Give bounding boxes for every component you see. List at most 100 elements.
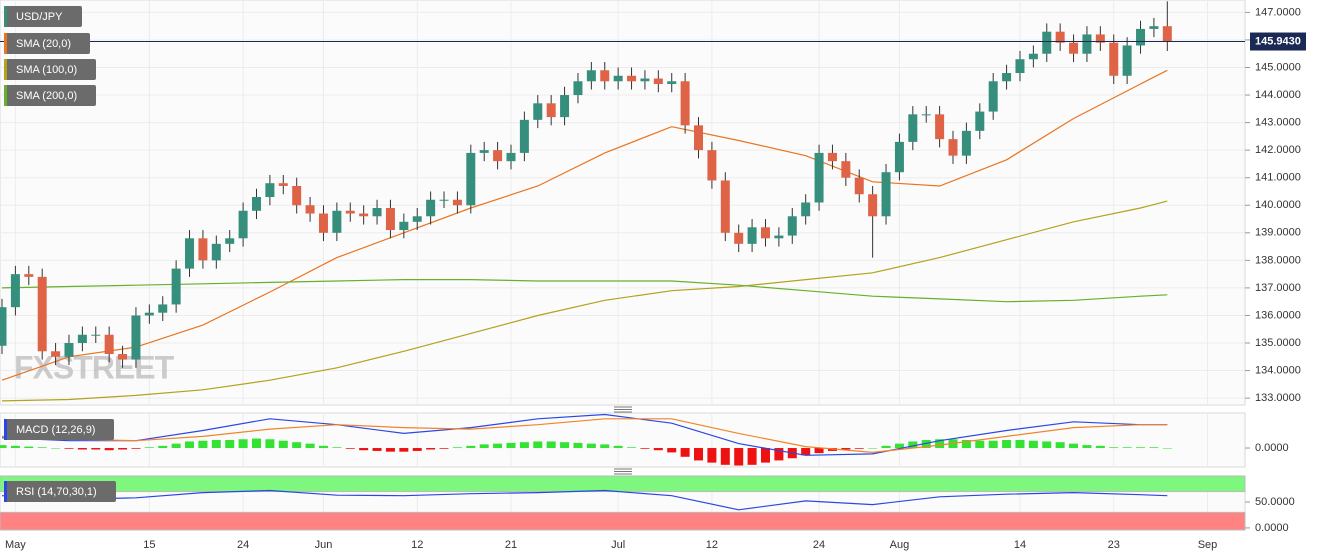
legend-box bbox=[4, 33, 90, 54]
candle-body bbox=[1149, 26, 1159, 29]
legend-item: SMA (20,0) bbox=[4, 33, 90, 54]
candle-body bbox=[546, 103, 556, 118]
candle-body bbox=[854, 177, 864, 195]
candle-body bbox=[1028, 53, 1038, 60]
y-tick-label: 144.0000 bbox=[1255, 89, 1301, 101]
candle-body bbox=[868, 194, 878, 217]
candle-body bbox=[37, 276, 47, 352]
histogram-bar bbox=[158, 445, 168, 449]
candle-body bbox=[77, 334, 87, 344]
legend-item: SMA (200,0) bbox=[4, 85, 96, 106]
histogram-bar bbox=[894, 443, 904, 449]
candle-body bbox=[372, 208, 382, 217]
histogram-bar bbox=[0, 445, 7, 449]
histogram-bar bbox=[653, 448, 663, 451]
legend-item: RSI (14,70,30,1) bbox=[4, 481, 116, 502]
histogram-bar bbox=[841, 448, 851, 450]
histogram-bar bbox=[734, 448, 744, 466]
histogram-bar bbox=[185, 441, 195, 449]
candle-body bbox=[841, 161, 851, 178]
panel-handle[interactable] bbox=[614, 468, 632, 475]
candle-body bbox=[827, 152, 837, 162]
rsi-line bbox=[1, 489, 1168, 511]
histogram-bar bbox=[24, 446, 34, 449]
y-tick-label: 0.0000 bbox=[1255, 522, 1289, 534]
candle-body bbox=[814, 152, 824, 203]
histogram-bar bbox=[211, 440, 221, 449]
candle-body bbox=[439, 199, 449, 201]
x-tick-label: 14 bbox=[1014, 539, 1026, 551]
candle-body bbox=[760, 227, 770, 239]
candle-body bbox=[921, 114, 931, 116]
legend-label: MACD (12,26,9) bbox=[16, 424, 95, 436]
candle-body bbox=[707, 150, 717, 181]
candle-body bbox=[118, 354, 128, 360]
candle-body bbox=[1082, 34, 1092, 54]
x-tick-label: 21 bbox=[505, 539, 517, 551]
histogram-bar bbox=[426, 448, 436, 450]
candle-body bbox=[613, 75, 623, 82]
y-tick-label: 137.0000 bbox=[1255, 282, 1301, 294]
candle-body bbox=[466, 152, 476, 206]
candle-body bbox=[560, 95, 570, 118]
candle-body bbox=[452, 199, 462, 206]
y-tick-label: 0.0000 bbox=[1255, 442, 1289, 454]
watermark: FXSTREET bbox=[14, 349, 175, 385]
histogram-bar bbox=[988, 440, 998, 449]
histogram-bar bbox=[412, 448, 422, 451]
candle-body bbox=[104, 334, 114, 355]
candle-body bbox=[238, 210, 248, 239]
x-tick-label: Aug bbox=[890, 539, 910, 551]
histogram-bar bbox=[131, 448, 141, 449]
legend-box bbox=[4, 481, 116, 502]
histogram-bar bbox=[975, 440, 985, 449]
legend-label: SMA (100,0) bbox=[16, 64, 77, 76]
histogram-bar bbox=[961, 440, 971, 449]
histogram-bar bbox=[77, 448, 87, 450]
candle-body bbox=[573, 81, 583, 96]
y-tick-label: 145.0000 bbox=[1255, 61, 1301, 73]
histogram-bar bbox=[37, 447, 47, 449]
x-tick-label: 23 bbox=[1108, 539, 1120, 551]
histogram-bar bbox=[345, 448, 355, 449]
legend-swatch bbox=[4, 33, 7, 54]
candle-body bbox=[144, 312, 154, 316]
candle-body bbox=[667, 81, 677, 85]
candle-body bbox=[1122, 45, 1132, 76]
histogram-bar bbox=[908, 441, 918, 449]
macd-panel bbox=[0, 412, 1246, 468]
histogram-bar bbox=[1149, 447, 1159, 449]
histogram-bar bbox=[640, 448, 650, 449]
histogram-bar bbox=[252, 438, 262, 449]
histogram-bar bbox=[332, 447, 342, 449]
sma-line bbox=[1, 279, 1168, 303]
histogram-bar bbox=[1002, 440, 1012, 449]
histogram-bar bbox=[801, 448, 811, 456]
histogram-bar bbox=[225, 440, 235, 449]
histogram-bar bbox=[868, 448, 878, 449]
candle-body bbox=[1069, 42, 1079, 54]
candle-body bbox=[720, 180, 730, 233]
histogram-bar bbox=[265, 439, 275, 449]
sma-line bbox=[1, 69, 1168, 381]
candle-body bbox=[1162, 26, 1172, 42]
histogram-bar bbox=[546, 441, 556, 449]
histogram-bar bbox=[238, 439, 248, 449]
candle-body bbox=[91, 334, 101, 336]
candle-body bbox=[385, 208, 395, 231]
macd-line bbox=[1, 413, 1168, 456]
histogram-bar bbox=[466, 445, 476, 449]
histogram-bar bbox=[399, 448, 409, 452]
x-tick-label: May bbox=[5, 539, 26, 551]
candle-body bbox=[198, 238, 208, 261]
candle-body bbox=[894, 141, 904, 173]
candle-body bbox=[305, 205, 315, 214]
y-tick-label: 136.0000 bbox=[1255, 309, 1301, 321]
y-tick-label: 133.0000 bbox=[1255, 392, 1301, 404]
histogram-bar bbox=[372, 448, 382, 451]
panel-handle[interactable] bbox=[614, 406, 632, 413]
histogram-bar bbox=[881, 445, 891, 449]
histogram-bar bbox=[91, 448, 101, 450]
x-tick-label: 12 bbox=[411, 539, 423, 551]
histogram-bar bbox=[305, 443, 315, 449]
